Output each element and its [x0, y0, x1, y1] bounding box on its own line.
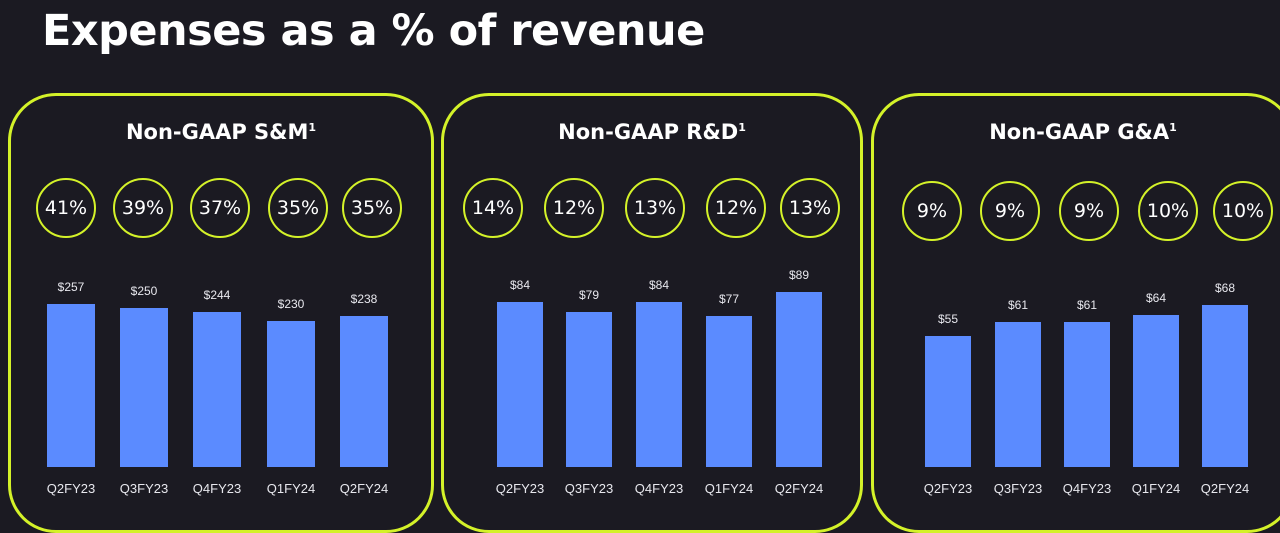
chart-title-text: Non-GAAP S&M — [125, 120, 309, 144]
data-label: $61 — [1007, 297, 1029, 312]
bar — [1202, 305, 1248, 467]
percent-circle: 37% — [190, 178, 250, 238]
data-label: $250 — [130, 284, 158, 299]
bar — [566, 311, 612, 467]
bar — [776, 292, 822, 467]
chart-title-text: Non-GAAP R&D — [558, 120, 739, 144]
data-label: $64 — [1145, 290, 1167, 305]
x-tick-label: Q2FY24 — [339, 481, 389, 496]
data-label: $244 — [203, 288, 231, 303]
data-label: $61 — [1076, 297, 1098, 312]
x-tick-label: Q3FY23 — [564, 481, 614, 496]
bar — [706, 315, 752, 467]
percent-circle: 14% — [463, 178, 523, 238]
percent-circle: 9% — [980, 181, 1040, 241]
percent-circle: 35% — [268, 178, 328, 238]
data-label: $230 — [277, 297, 305, 312]
percent-circle: 13% — [625, 178, 685, 238]
data-label: $77 — [718, 291, 740, 306]
x-tick-label: Q1FY24 — [266, 481, 316, 496]
x-tick-label: Q4FY23 — [1062, 481, 1112, 496]
bar — [47, 304, 95, 467]
x-tick-label: Q3FY23 — [993, 481, 1043, 496]
percent-circle: 39% — [113, 178, 173, 238]
bar — [267, 321, 315, 467]
bar — [995, 321, 1041, 467]
data-label: $79 — [578, 287, 600, 302]
data-label: $257 — [57, 280, 85, 294]
bar — [193, 312, 241, 467]
data-label: $55 — [937, 311, 959, 326]
data-label: $84 — [509, 277, 531, 292]
percent-circle: 41% — [36, 178, 96, 238]
data-label: $238 — [350, 292, 378, 307]
data-label: $89 — [788, 268, 810, 282]
bar — [1133, 314, 1179, 467]
x-tick-label: Q1FY24 — [704, 481, 754, 496]
bar — [636, 301, 682, 467]
percent-circle: 35% — [342, 178, 402, 238]
data-label: $68 — [1214, 281, 1236, 295]
chart-title: Non-GAAP R&D1 — [444, 120, 860, 144]
chart-title: Non-GAAP G&A1 — [874, 120, 1280, 144]
bar — [925, 335, 971, 467]
x-tick-label: Q2FY23 — [495, 481, 545, 496]
x-tick-label: Q2FY24 — [774, 481, 824, 496]
bar — [1064, 321, 1110, 467]
chart-title-text: Non-GAAP G&A — [989, 120, 1170, 144]
x-tick-label: Q3FY23 — [119, 481, 169, 496]
percent-circle: 9% — [1059, 181, 1119, 241]
percent-circle: 12% — [544, 178, 604, 238]
percent-circle: 10% — [1213, 181, 1273, 241]
footnote-marker: 1 — [308, 121, 317, 134]
x-tick-label: Q4FY23 — [634, 481, 684, 496]
bar — [497, 301, 543, 467]
bar — [120, 308, 168, 467]
data-label: $84 — [648, 277, 670, 292]
footnote-marker: 1 — [738, 121, 746, 134]
footnote-marker: 1 — [1169, 121, 1177, 134]
percent-circle: 10% — [1138, 181, 1198, 241]
percent-circle: 13% — [780, 178, 840, 238]
bar — [340, 316, 388, 467]
x-tick-label: Q2FY23 — [923, 481, 973, 496]
page-title: Expenses as a % of revenue — [42, 6, 705, 56]
percent-circle: 9% — [902, 181, 962, 241]
percent-circle: 12% — [706, 178, 766, 238]
x-tick-label: Q4FY23 — [192, 481, 242, 496]
x-tick-label: Q1FY24 — [1131, 481, 1181, 496]
chart-title: Non-GAAP S&M1 — [11, 120, 431, 144]
x-tick-label: Q2FY23 — [46, 481, 96, 496]
x-tick-label: Q2FY24 — [1200, 481, 1250, 496]
